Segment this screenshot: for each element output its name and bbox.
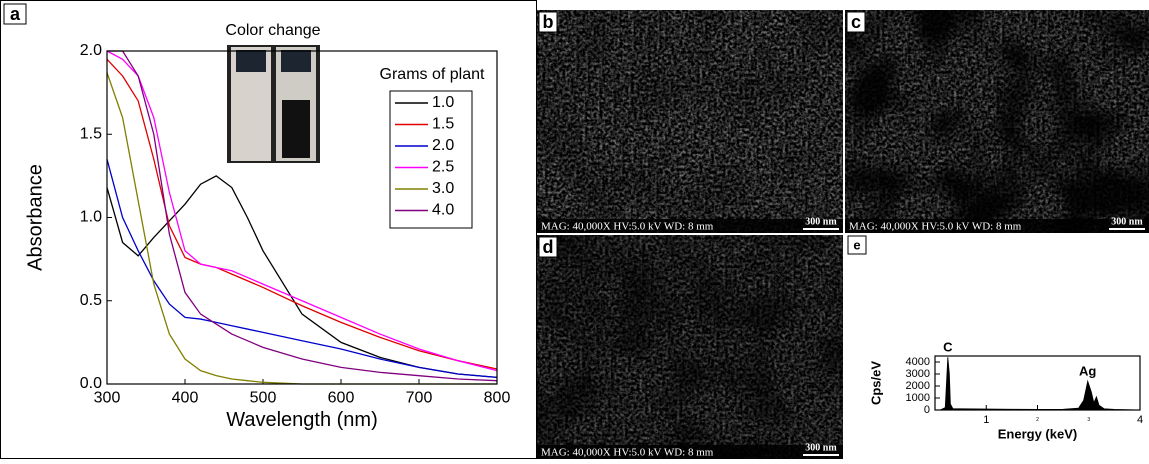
panel-label: d: [543, 237, 554, 257]
y-tick-label: 1.5: [80, 125, 102, 142]
y-tick-label: 4000: [906, 356, 930, 368]
x-tick-label: 800: [484, 390, 511, 407]
sem-c: [845, 10, 1149, 233]
x-axis-title: Wavelength (nm): [226, 409, 378, 431]
x-tick-label: 4: [1137, 414, 1143, 426]
panel-label: b: [543, 12, 554, 32]
image-caption: MAG: 40,000X HV:5.0 kV WD: 8 mm: [849, 221, 1022, 233]
spectrum-area: [935, 357, 1140, 410]
legend-label: 2.0: [432, 137, 454, 154]
y-tick-label: 0.5: [80, 292, 102, 309]
y-tick-label: 0: [924, 404, 930, 416]
sem-images: [537, 10, 1149, 459]
y-tick-label: 3000: [906, 368, 930, 380]
x-tick-label: 300: [94, 390, 121, 407]
y-tick-label: 2000: [906, 380, 930, 392]
x-tick-label: 1: [983, 414, 989, 426]
image-caption: MAG: 40,000X HV:5.0 kV WD: 8 mm: [541, 221, 714, 233]
legend-label: 1.0: [432, 94, 454, 111]
panel-label: c: [851, 12, 861, 32]
panel-label: e: [853, 237, 860, 252]
scale-label: 300 nm: [1111, 216, 1143, 227]
figure: a0.00.51.01.52.0300400500600700800Grams …: [0, 0, 1149, 459]
x-tick-label: 3: [1087, 417, 1090, 423]
legend-label: 2.5: [432, 159, 454, 176]
peak-label: C: [943, 340, 953, 355]
x-axis-title: Energy (keV): [998, 427, 1077, 442]
panel-label: a: [10, 4, 21, 24]
legend-label: 4.0: [432, 202, 454, 219]
legend-label: 3.0: [432, 180, 454, 197]
x-tick-label: 600: [328, 390, 355, 407]
y-tick-label: 1.0: [80, 209, 102, 226]
x-tick-label: 2: [1036, 417, 1039, 423]
x-tick-label: 700: [406, 390, 433, 407]
x-tick-label: 500: [250, 390, 277, 407]
image-caption: MAG: 40,000X HV:5.0 kV WD: 8 mm: [541, 447, 714, 459]
legend-title: Grams of plant: [380, 66, 485, 83]
vial-inset: [227, 45, 320, 163]
plot-frame: [935, 356, 1140, 410]
legend-label: 1.5: [432, 116, 454, 133]
y-axis-title: Cps/eV: [868, 361, 883, 405]
sem-d: [537, 235, 843, 459]
y-tick-label: 1000: [906, 392, 930, 404]
y-tick-label: 2.0: [80, 42, 102, 59]
sem-b: [537, 10, 843, 233]
peak-label: Ag: [1079, 364, 1096, 379]
y-axis-title: Absorbance: [24, 164, 46, 271]
annotation: Color change: [225, 22, 320, 39]
x-tick-label: 400: [172, 390, 199, 407]
scale-label: 300 nm: [805, 216, 837, 227]
scale-label: 300 nm: [805, 442, 837, 453]
legend-box: [390, 91, 472, 228]
